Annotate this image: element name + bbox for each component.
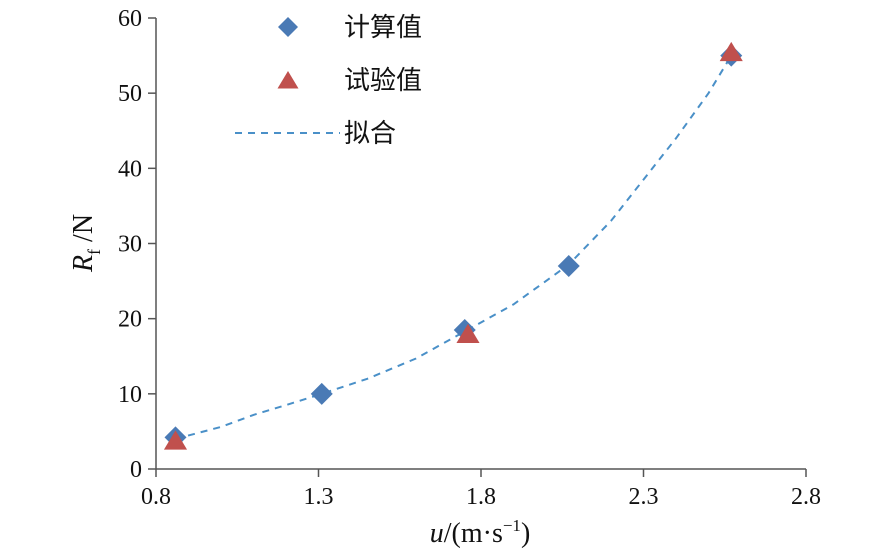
x-axis-title-var: u (430, 518, 444, 549)
y-tick-label: 0 (130, 457, 142, 483)
calculated-point-marker (557, 255, 580, 278)
legend-triangle-marker (277, 71, 299, 89)
experimental-point-marker (163, 430, 188, 450)
x-axis-title-unit-sup: −1 (503, 516, 521, 535)
y-tick-label: 30 (118, 232, 142, 258)
x-tick-label: 2.3 (629, 484, 659, 510)
y-tick-label: 60 (118, 6, 142, 32)
experimental-point-marker (719, 41, 743, 62)
y-axis-title-var: R (68, 255, 99, 273)
y-tick-label: 20 (118, 307, 142, 333)
y-axis-title-unit: /N (68, 214, 99, 249)
x-axis-title: u/(m·s−1) (430, 516, 531, 549)
marker-layer (163, 41, 743, 450)
x-tick-label: 0.8 (141, 484, 171, 510)
x-tick-label: 1.3 (304, 484, 334, 510)
y-tick-label: 40 (118, 156, 142, 182)
x-tick-label: 1.8 (466, 484, 496, 510)
fit-curve (175, 55, 733, 440)
y-tick-label: 10 (118, 382, 142, 408)
legend-diamond-marker (278, 17, 298, 37)
calculated-point-marker (310, 382, 333, 405)
x-tick-label: 2.8 (791, 484, 821, 510)
experimental-point-marker (456, 323, 480, 343)
x-axis-title-unit-close: ) (521, 518, 530, 549)
legend-label: 拟合 (344, 119, 396, 149)
legend-label: 试验值 (344, 66, 422, 96)
y-axis-title-sub: f (84, 249, 104, 255)
legend-label: 计算值 (344, 13, 422, 43)
y-axis-title: Rf /N (68, 214, 104, 273)
axes: 0 10 20 30 40 50 60 0.8 1.3 1.8 2.3 2.8 (118, 6, 821, 510)
x-axis-title-unit: /(m·s (444, 518, 503, 549)
y-tick-label: 50 (118, 81, 142, 107)
fit-line-layer (175, 55, 733, 440)
